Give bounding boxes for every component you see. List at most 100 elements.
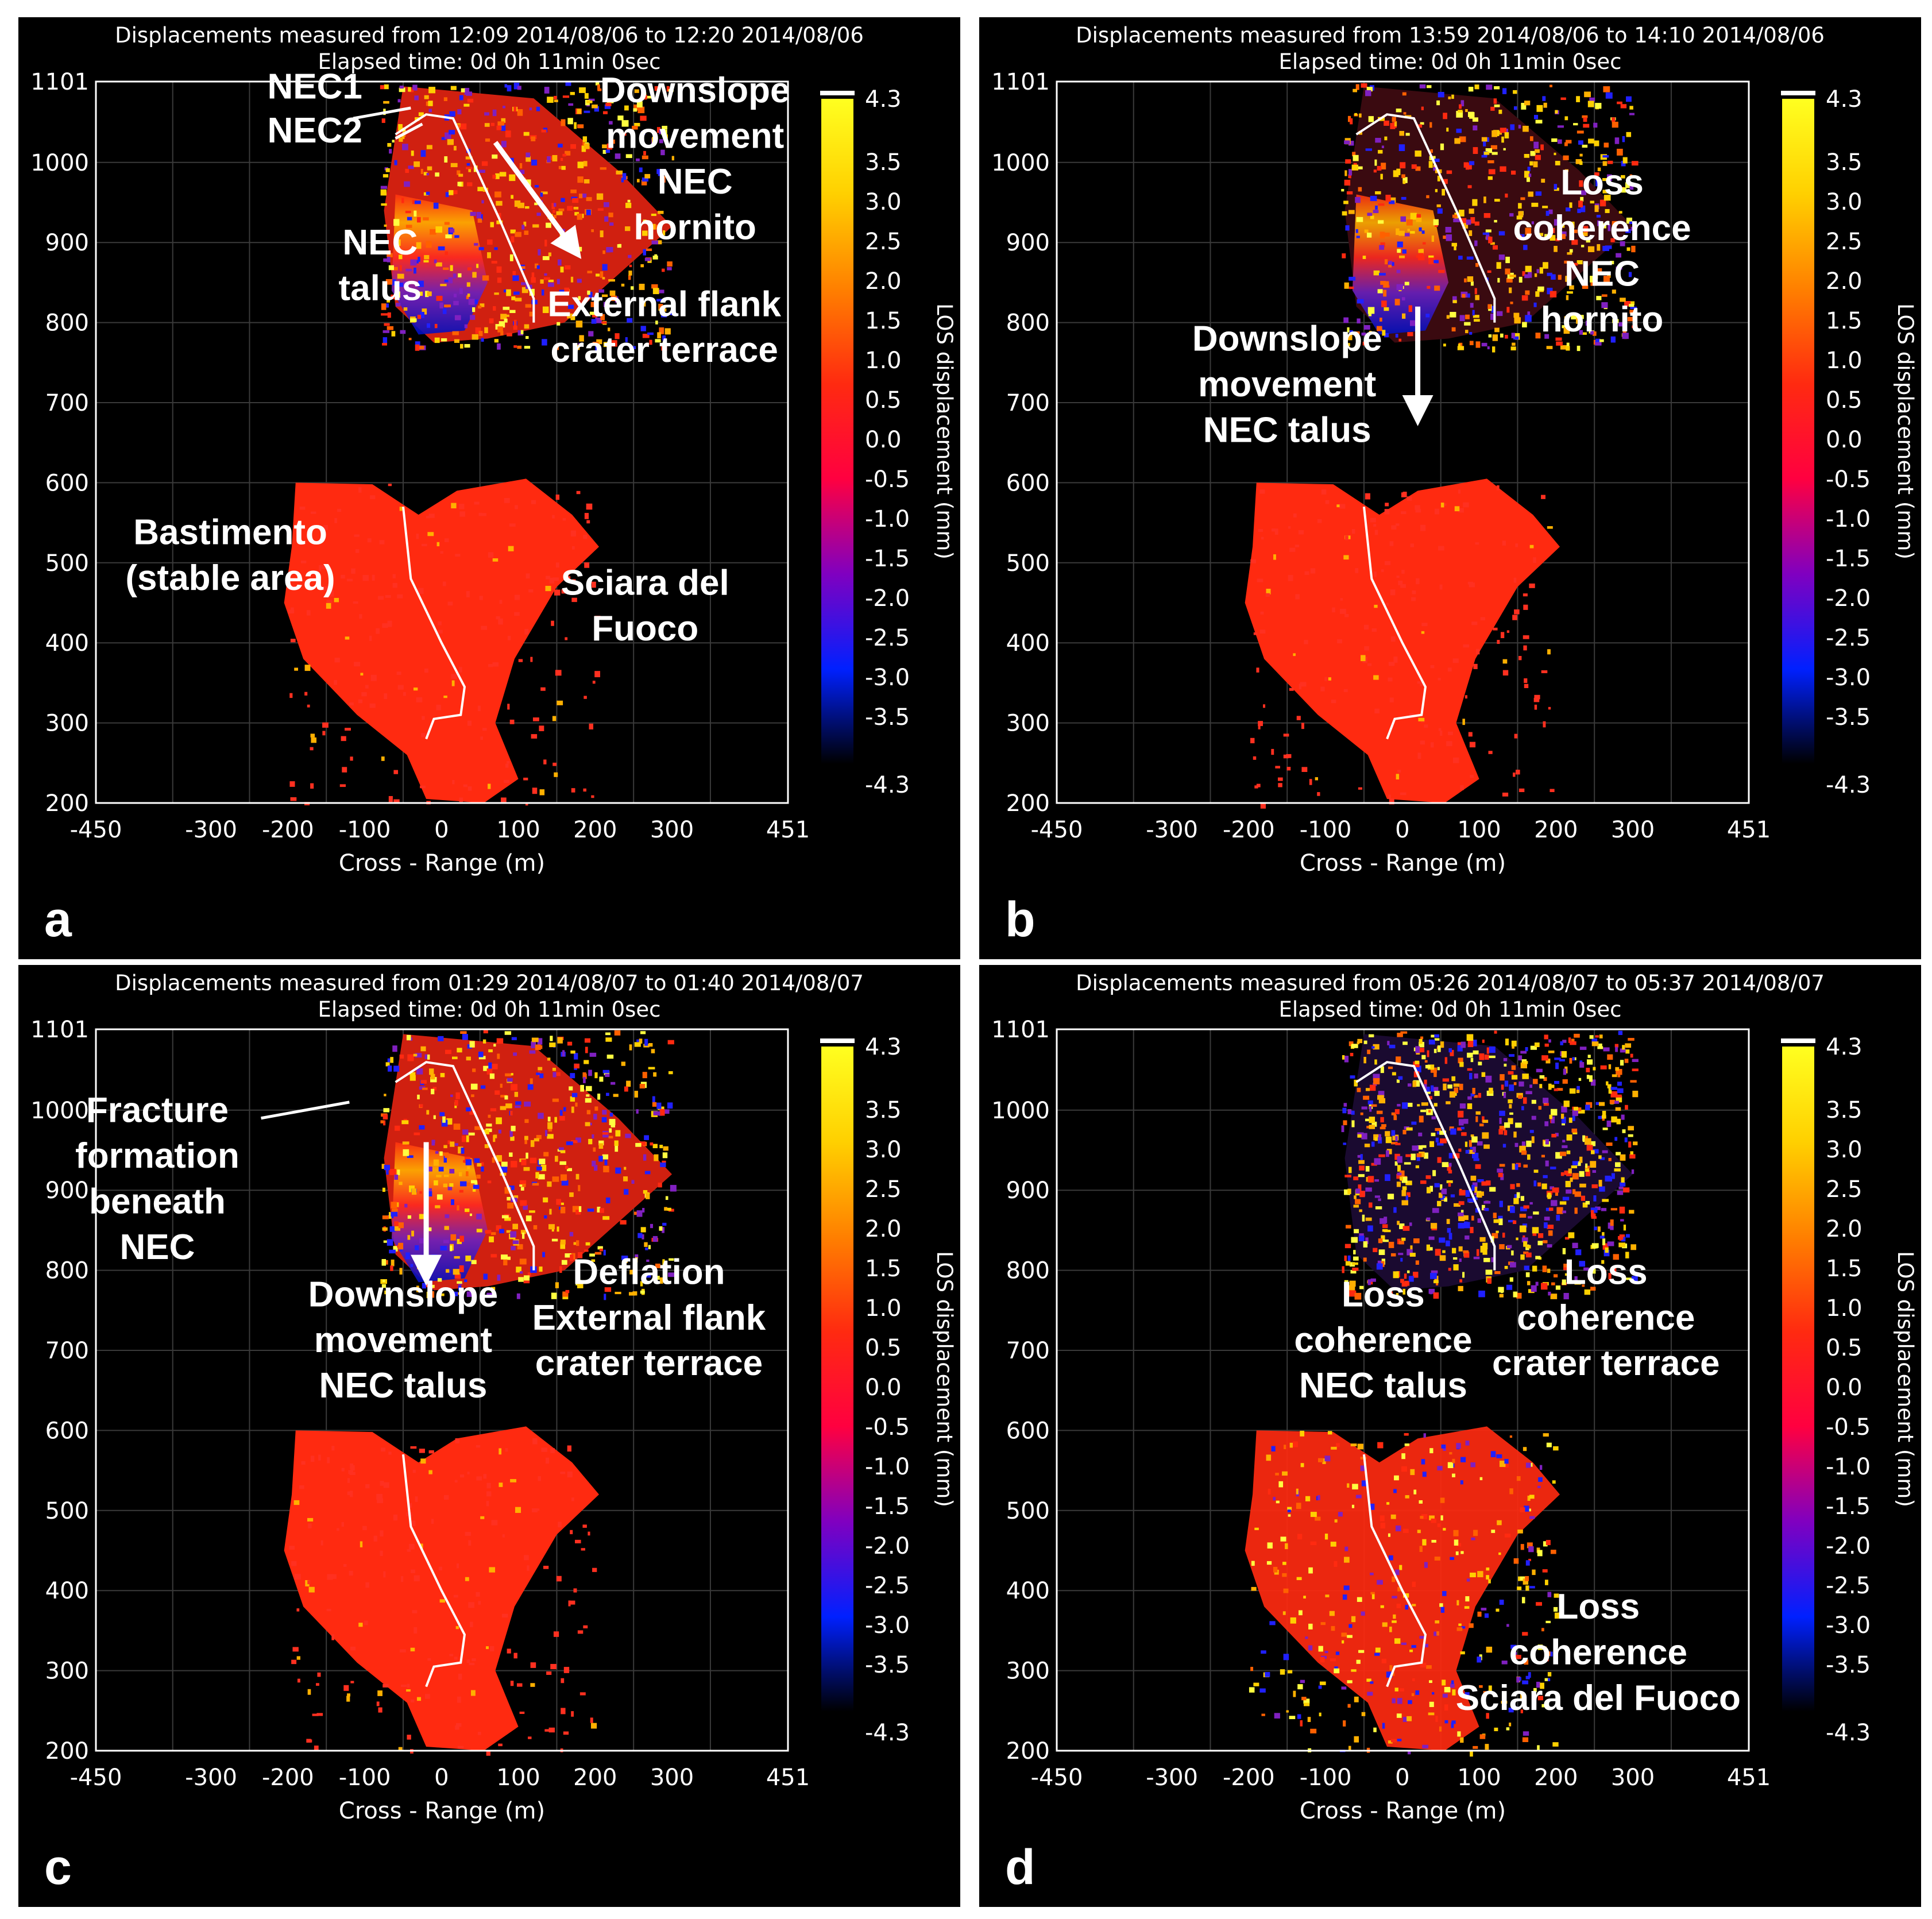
speckle [1526, 177, 1530, 182]
speckle [436, 704, 441, 711]
speckle [391, 1202, 397, 1208]
speckle [1536, 269, 1539, 273]
speckle [318, 585, 323, 589]
speckle [557, 322, 561, 326]
speckle [1398, 230, 1405, 236]
speckle [482, 728, 487, 731]
speckle [1384, 561, 1391, 565]
speckle [524, 1101, 531, 1107]
speckle [1452, 757, 1459, 763]
speckle [289, 585, 295, 590]
speckle [534, 202, 541, 206]
speckle [1420, 740, 1425, 745]
speckle [1442, 1679, 1446, 1686]
speckle [1590, 281, 1597, 286]
speckle [1488, 236, 1493, 244]
speckle [426, 1227, 432, 1231]
speckle [1534, 694, 1540, 700]
speckle [1469, 742, 1476, 748]
speckle [1617, 101, 1622, 105]
speckle [1534, 273, 1537, 277]
speckle [1474, 84, 1479, 90]
speckle [1483, 1144, 1490, 1149]
speckle [382, 330, 390, 333]
speckle [592, 1134, 594, 1139]
speckle [512, 1240, 519, 1244]
annotation-text: Loss [1342, 1275, 1425, 1314]
speckle [668, 1272, 675, 1277]
speckle [1588, 138, 1594, 144]
speckle [1501, 1084, 1504, 1090]
speckle [1450, 1557, 1455, 1560]
speckle [1517, 235, 1522, 240]
speckle [548, 1727, 555, 1733]
speckle [487, 239, 493, 245]
speckle [562, 518, 566, 521]
speckle [1282, 1573, 1287, 1577]
speckle [1421, 230, 1425, 234]
annotation-text: coherence [1509, 1632, 1687, 1672]
speckle [395, 1125, 400, 1131]
speckle [614, 1030, 621, 1036]
speckle [1434, 1034, 1440, 1038]
speckle [488, 1114, 491, 1118]
speckle [1351, 1237, 1358, 1243]
speckle [554, 95, 557, 99]
speckle [552, 210, 555, 213]
speckle [584, 93, 589, 99]
speckle [1434, 508, 1440, 515]
speckle [1605, 1247, 1609, 1253]
speckle [1460, 785, 1464, 790]
speckle [1297, 1534, 1303, 1540]
speckle [451, 503, 457, 509]
speckle [1542, 206, 1548, 208]
speckle [1260, 611, 1264, 615]
speckle [1524, 274, 1530, 279]
speckle [307, 1518, 314, 1522]
speckle [1503, 1058, 1508, 1061]
speckle [380, 1481, 384, 1486]
speckle [652, 256, 658, 260]
speckle [1628, 1141, 1632, 1148]
speckle [1632, 325, 1638, 329]
colorbar-tick-label: 0.0 [865, 1374, 902, 1401]
speckle [1519, 234, 1525, 238]
speckle [1571, 240, 1578, 245]
speckle [1523, 604, 1528, 610]
speckle [1460, 1480, 1463, 1485]
speckle [513, 326, 517, 330]
speckle [1373, 1074, 1380, 1081]
speckle [594, 1252, 602, 1255]
speckle [1595, 1102, 1601, 1105]
speckle [509, 310, 516, 313]
speckle [591, 319, 597, 324]
speckle [1585, 1138, 1591, 1145]
speckle [326, 600, 333, 603]
speckle [536, 213, 541, 216]
speckle [1375, 1206, 1382, 1210]
speckle [1254, 785, 1258, 789]
speckle [1401, 196, 1407, 200]
speckle [1402, 1186, 1407, 1190]
speckle [1408, 1700, 1412, 1704]
speckle [1469, 208, 1474, 214]
speckle [1601, 1115, 1606, 1119]
speckle [478, 247, 484, 250]
speckle [347, 1491, 351, 1495]
annotation-text: NEC [342, 223, 418, 262]
speckle [1282, 1562, 1286, 1565]
speckle [1378, 150, 1383, 154]
speckle [405, 1252, 410, 1260]
speckle [541, 289, 544, 296]
speckle [337, 1528, 339, 1531]
speckle [1415, 1165, 1419, 1168]
speckle [1497, 311, 1503, 316]
speckle [1375, 1647, 1381, 1652]
speckle [410, 1569, 415, 1573]
speckle [1336, 1443, 1340, 1447]
speckle [451, 190, 458, 195]
speckle [1440, 143, 1444, 150]
speckle [1528, 173, 1532, 177]
speckle [388, 265, 394, 271]
speckle [1583, 1267, 1589, 1271]
